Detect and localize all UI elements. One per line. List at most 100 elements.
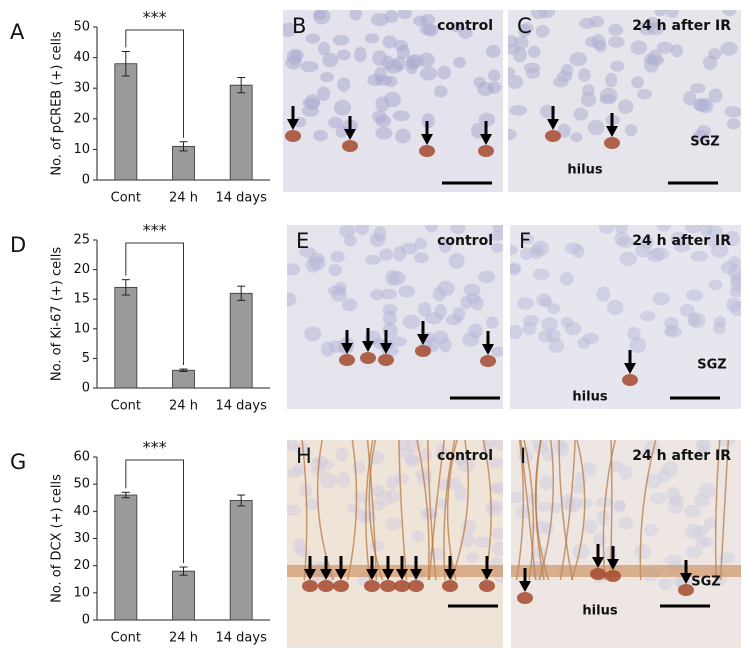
nucleus (569, 52, 587, 67)
nucleus (690, 250, 709, 262)
nucleus (385, 489, 401, 504)
significance-bracket (125, 29, 184, 138)
nucleus (613, 499, 626, 513)
nucleus (349, 10, 362, 21)
nucleus (487, 81, 502, 94)
nucleus (531, 520, 549, 534)
nucleus (305, 33, 321, 44)
y-tick-label: 0 (82, 613, 90, 628)
nucleus (519, 247, 533, 261)
nucleus (463, 283, 481, 297)
fiber (368, 440, 383, 581)
image-caption: 24 h after IR (632, 233, 731, 249)
region-label: SGZ (697, 358, 726, 373)
fiber (719, 440, 730, 581)
y-tick-label: 15 (73, 292, 90, 307)
fiber (346, 440, 358, 581)
nucleus (405, 58, 419, 75)
nucleus (521, 233, 535, 245)
image-content (287, 440, 503, 592)
nucleus (509, 104, 528, 116)
nucleus (627, 326, 641, 341)
nucleus (683, 504, 702, 518)
nucleus (596, 286, 611, 302)
nucleus (580, 92, 597, 108)
arrow-head (362, 341, 374, 352)
region-label: hilus (572, 390, 607, 405)
nucleus (643, 524, 659, 537)
nucleus (492, 225, 503, 233)
image-content (283, 10, 502, 157)
nucleus (508, 67, 516, 78)
arrow-head (624, 363, 636, 374)
image-label: C (517, 14, 532, 38)
image-caption: 24 h after IR (632, 448, 731, 464)
x-tick-label: Cont (111, 191, 141, 206)
nucleus (332, 34, 350, 46)
nucleus (577, 337, 591, 349)
nucleus (724, 230, 740, 247)
nucleus (488, 230, 503, 241)
nucleus (570, 132, 583, 143)
nucleus (541, 317, 558, 332)
arrow-head (680, 573, 692, 584)
nucleus (330, 250, 345, 263)
nucleus (491, 242, 503, 253)
arrow-head (606, 126, 618, 137)
nucleus (513, 36, 529, 50)
nucleus (637, 88, 653, 100)
nucleus (458, 26, 473, 39)
nucleus (518, 23, 531, 38)
arrow-head (519, 581, 531, 592)
arrow-head (417, 334, 429, 345)
nucleus (646, 22, 665, 36)
y-tick-label: 0 (82, 173, 90, 188)
nucleus (369, 540, 385, 552)
nucleus (649, 492, 667, 504)
nucleus (478, 270, 496, 284)
nucleus (708, 279, 723, 291)
nucleus (491, 346, 503, 357)
nucleus (380, 288, 397, 300)
nucleus (375, 114, 392, 128)
nucleus (304, 497, 320, 511)
nucleus (572, 544, 590, 560)
region-label: SGZ (691, 575, 720, 590)
significance-label: *** (143, 221, 167, 240)
nucleus (418, 301, 432, 317)
nucleus (587, 119, 605, 136)
nucleus (614, 225, 628, 234)
nucleus (448, 253, 465, 269)
nucleus (355, 225, 369, 235)
nucleus (450, 225, 466, 235)
nucleus (287, 263, 301, 276)
nucleus (398, 10, 412, 20)
nucleus (535, 501, 554, 512)
nucleus (552, 76, 569, 88)
arrow-head (380, 343, 392, 354)
nucleus (664, 324, 678, 337)
nucleus (605, 72, 618, 88)
nucleus (433, 85, 448, 98)
y-tick-label: 20 (73, 111, 90, 126)
y-axis-label: No. of Ki-67 (+) cells (50, 247, 65, 381)
nucleus (466, 552, 479, 563)
nucleus (511, 491, 525, 503)
nucleus (453, 56, 466, 69)
region-label: hilus (582, 604, 617, 619)
nucleus (640, 235, 654, 250)
nucleus (607, 36, 625, 48)
nucleus (729, 286, 741, 298)
nucleus (695, 440, 710, 453)
nucleus (343, 235, 357, 247)
fiber (520, 440, 537, 581)
nucleus (527, 45, 541, 59)
nucleus (488, 457, 503, 469)
nucleus (559, 271, 574, 286)
fiber (446, 440, 458, 581)
nucleus (437, 280, 455, 297)
nucleus (523, 62, 541, 73)
nucleus (320, 72, 334, 83)
significance-label: *** (143, 438, 167, 457)
